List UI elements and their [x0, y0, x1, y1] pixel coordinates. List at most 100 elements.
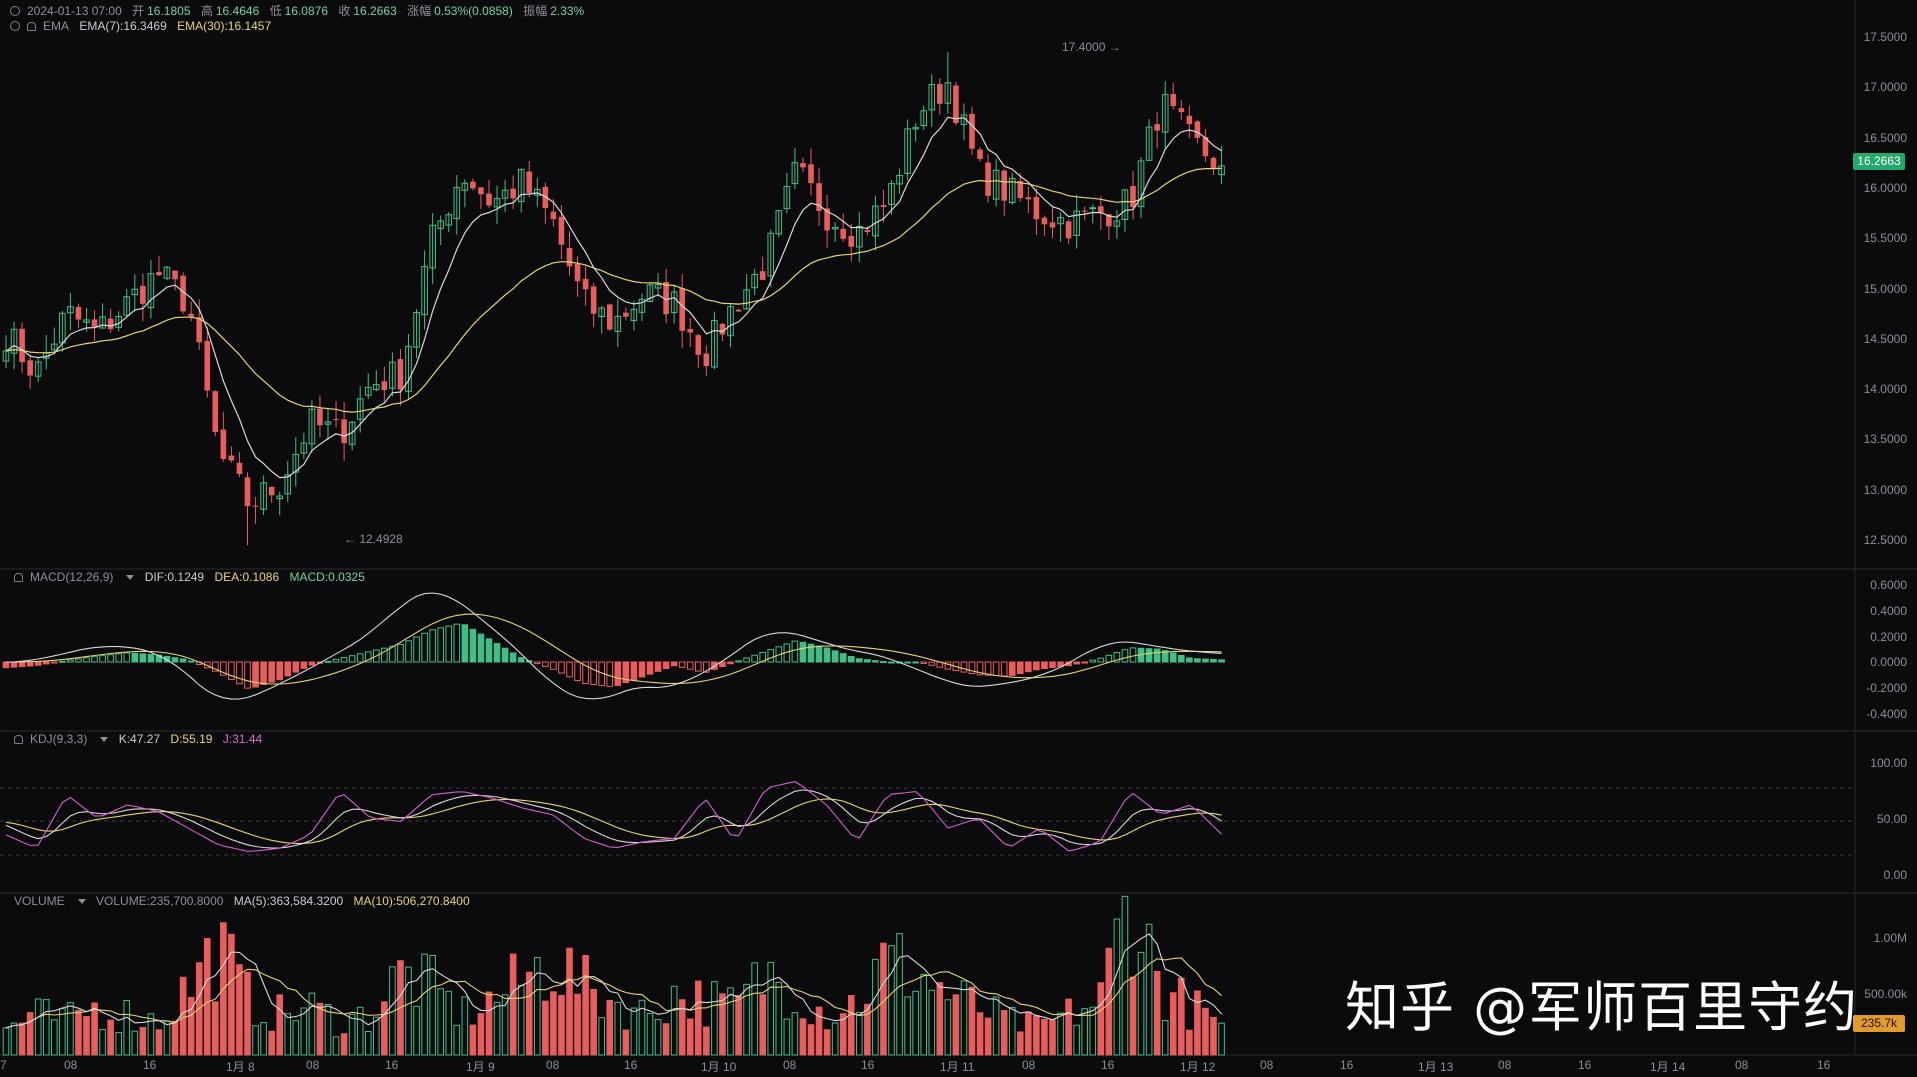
- candle-body: [623, 312, 629, 317]
- macd-bar: [364, 651, 372, 663]
- candle: [501, 179, 509, 213]
- macd-bar: [807, 643, 815, 663]
- candle-body: [800, 163, 806, 168]
- amplitude-value: 2.33%: [550, 4, 585, 18]
- candle: [123, 289, 131, 317]
- macd-bar: [228, 661, 235, 680]
- chevron-circle-icon[interactable]: [10, 21, 20, 31]
- kdj-name[interactable]: KDJ(9,3,3): [30, 732, 88, 746]
- candle-body: [646, 284, 654, 302]
- volume-bar: [2, 1027, 10, 1056]
- volume-bar: [839, 1013, 847, 1056]
- volume-bar: [1041, 1018, 1048, 1056]
- candle: [944, 52, 952, 114]
- macd-bar: [1113, 652, 1121, 663]
- candle-body: [582, 278, 589, 290]
- candle: [977, 147, 983, 162]
- ema-name[interactable]: EMA: [43, 19, 70, 33]
- high-label: 高: [200, 4, 213, 18]
- candle-body: [308, 408, 316, 445]
- volume-pane[interactable]: [2, 895, 1225, 1056]
- chevron-circle-icon[interactable]: [10, 6, 20, 16]
- volume-bar: [1000, 1010, 1008, 1056]
- bell-icon[interactable]: [27, 22, 36, 31]
- volume-bar: [203, 938, 211, 1056]
- macd-bar: [324, 660, 332, 663]
- ema-legend: EMA EMA(7):16.3469 EMA(30):16.1457: [10, 19, 278, 33]
- candle-body: [816, 183, 822, 211]
- macd-bar: [912, 661, 919, 664]
- volume-bar: [703, 1026, 710, 1056]
- macd-name[interactable]: MACD(12,26,9): [30, 570, 114, 584]
- time-tick-label: 16: [1340, 1058, 1354, 1072]
- volume-name[interactable]: VOLUME: [14, 894, 65, 908]
- time-tick-label: 16: [1817, 1058, 1831, 1072]
- candle-body: [1008, 178, 1016, 203]
- volume-bar: [67, 1002, 74, 1056]
- candle: [381, 366, 388, 402]
- candle: [1081, 206, 1088, 221]
- candle-body: [437, 220, 444, 229]
- candle-body: [268, 486, 275, 496]
- candle: [19, 322, 25, 374]
- candle: [317, 395, 323, 438]
- volume-bar: [856, 1011, 863, 1056]
- macd-bar: [236, 661, 243, 685]
- candle: [663, 268, 669, 324]
- macd-bar: [155, 654, 163, 663]
- candlestick-pane[interactable]: [2, 52, 1225, 546]
- candle: [1154, 112, 1160, 149]
- macd-bar: [373, 649, 380, 663]
- macd-bar: [1129, 647, 1137, 663]
- macd-bar: [91, 656, 98, 663]
- candle: [1178, 100, 1185, 120]
- macd-pane[interactable]: [2, 592, 1225, 700]
- change-label: 涨幅: [407, 4, 432, 18]
- macd-bar: [992, 661, 1000, 677]
- candle: [27, 354, 33, 389]
- volume-bar: [445, 990, 453, 1056]
- candle-body: [550, 211, 557, 220]
- candle-body: [517, 168, 525, 203]
- time-tick-label: 08: [1260, 1058, 1274, 1072]
- candle-body: [356, 398, 364, 420]
- volume-bar: [10, 1022, 18, 1056]
- kdj-pane[interactable]: [5, 781, 1222, 852]
- kdj-tick-label: 50.00: [1876, 812, 1907, 826]
- candle: [711, 311, 718, 370]
- volume-ma5-line: [5, 933, 1223, 1029]
- candle-body: [558, 216, 565, 245]
- candle-body: [1033, 197, 1040, 220]
- volume-bar: [461, 996, 469, 1056]
- dropdown-caret-icon[interactable]: [100, 737, 109, 742]
- candle: [550, 199, 557, 227]
- volume-bar: [91, 1002, 98, 1056]
- volume-bar: [139, 1027, 147, 1056]
- candle: [34, 358, 42, 382]
- candle: [204, 326, 211, 398]
- candle: [904, 119, 911, 181]
- dropdown-caret-icon[interactable]: [77, 899, 86, 904]
- volume-bar: [485, 991, 493, 1056]
- candle-body: [324, 421, 332, 425]
- bell-icon[interactable]: [14, 573, 23, 582]
- volume-bar: [751, 962, 758, 1056]
- volume-bar: [743, 983, 750, 1056]
- macd-bar: [83, 657, 90, 663]
- candle: [896, 168, 903, 194]
- volume-bar: [534, 956, 541, 1056]
- candle-body: [735, 309, 742, 312]
- candle: [953, 81, 959, 126]
- candle: [1089, 204, 1097, 224]
- volume-bar: [759, 994, 767, 1056]
- macd-bar: [815, 645, 823, 663]
- volume-bar: [1194, 990, 1201, 1056]
- volume-bar: [75, 1009, 82, 1056]
- macd-bar: [1121, 649, 1129, 663]
- bell-icon[interactable]: [14, 735, 23, 744]
- price-tick-label: 17.0000: [1863, 80, 1907, 95]
- macd-bar: [542, 661, 549, 667]
- candle: [623, 307, 629, 321]
- dropdown-caret-icon[interactable]: [126, 575, 135, 580]
